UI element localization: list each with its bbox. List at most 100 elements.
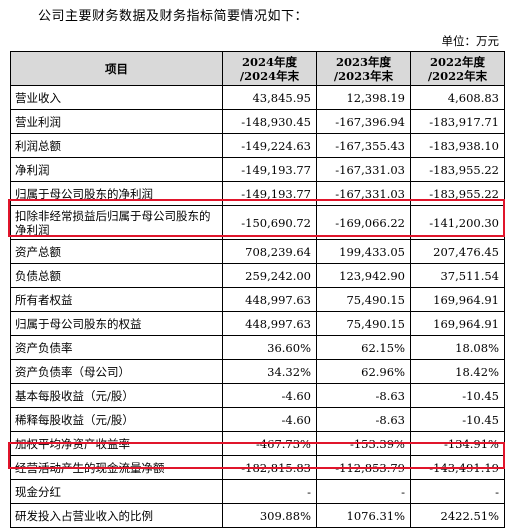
header-item: 项目 <box>10 51 223 86</box>
cell-2023: - <box>316 479 411 504</box>
header-2022-line1: 2022年度 <box>429 54 485 69</box>
header-2023-line1: 2023年度 <box>335 54 391 69</box>
cell-2022: -10.45 <box>410 407 505 432</box>
cell-2023: 75,490.15 <box>316 311 411 336</box>
table-row: 利润总额 -149,224.63 -167,355.43 -183,938.10 <box>10 133 505 158</box>
table-row: 基本每股收益（元/股） -4.60 -8.63 -10.45 <box>10 383 505 408</box>
header-2024-line1: 2024年度 <box>241 54 297 69</box>
row-label: 基本每股收益（元/股） <box>10 383 223 408</box>
table-row: 扣除非经常损益后归属于母公司股东的净利润 -150,690.72 -169,066.… <box>10 205 505 240</box>
table-row: 加权平均净资产收益率 -467.73% -153.39% -134.91% <box>10 431 505 456</box>
cell-2022: 18.08% <box>410 335 505 360</box>
table-row: 经营活动产生的现金流量净额 -182,815.83 -112,853.79 -143,… <box>10 455 505 480</box>
row-label: 研发投入占营业收入的比例 <box>10 503 223 528</box>
cell-2024: -150,690.72 <box>222 205 317 240</box>
cell-2022: 207,476.45 <box>410 239 505 264</box>
table-header-row: 项目 2024年度 /2024年末 2023年度 /2023年末 2022年度 … <box>10 51 505 86</box>
cell-2024: 36.60% <box>222 335 317 360</box>
table-row: 营业收入 43,845.95 12,398.19 4,608.83 <box>10 85 505 110</box>
cell-2023: 123,942.90 <box>316 263 411 288</box>
cell-2023: 1076.31% <box>316 503 411 528</box>
row-label: 资产负债率（母公司） <box>10 359 223 384</box>
cell-2022: 37,511.54 <box>410 263 505 288</box>
cell-2024: 259,242.00 <box>222 263 317 288</box>
cell-2024: 309.88% <box>222 503 317 528</box>
cell-2022: 18.42% <box>410 359 505 384</box>
cell-2023: -167,396.94 <box>316 109 411 134</box>
table-row: 营业利润 -148,930.45 -167,396.94 -183,917.71 <box>10 109 505 134</box>
cell-2023: -153.39% <box>316 431 411 456</box>
cell-2022: -143,491.19 <box>410 455 505 480</box>
cell-2024: -149,193.77 <box>222 181 317 206</box>
cell-2024: -4.60 <box>222 407 317 432</box>
cell-2024: -149,224.63 <box>222 133 317 158</box>
table-row: 归属于母公司股东的权益 448,997.63 75,490.15 169,964.91 <box>10 311 505 336</box>
intro-text: 公司主要财务数据及财务指标简要情况如下： <box>38 9 309 24</box>
header-2023-line2: /2023年末 <box>333 68 394 83</box>
table-row: 研发投入占营业收入的比例 309.88% 1076.31% 2422.51% <box>10 503 505 528</box>
header-2022-line2: /2022年末 <box>427 68 488 83</box>
cell-2024: 448,997.63 <box>222 311 317 336</box>
row-label: 经营活动产生的现金流量净额 <box>10 455 223 480</box>
row-label: 资产负债率 <box>10 335 223 360</box>
cell-2023: 62.96% <box>316 359 411 384</box>
table-row: 资产负债率 36.60% 62.15% 18.08% <box>10 335 505 360</box>
cell-2022: -183,917.71 <box>410 109 505 134</box>
row-label: 资产总额 <box>10 239 223 264</box>
cell-2022: 169,964.91 <box>410 287 505 312</box>
cell-2024: - <box>222 479 317 504</box>
cell-2022: -183,955.22 <box>410 181 505 206</box>
cell-2024: 708,239.64 <box>222 239 317 264</box>
cell-2022: 4,608.83 <box>410 85 505 110</box>
row-label: 负债总额 <box>10 263 223 288</box>
cell-2024: -467.73% <box>222 431 317 456</box>
cell-2024: -182,815.83 <box>222 455 317 480</box>
cell-2023: 62.15% <box>316 335 411 360</box>
table-row: 稀释每股收益（元/股） -4.60 -8.63 -10.45 <box>10 407 505 432</box>
cell-2023: -8.63 <box>316 383 411 408</box>
cell-2024: 34.32% <box>222 359 317 384</box>
header-2023: 2023年度 /2023年末 <box>316 51 411 86</box>
cell-2022: -10.45 <box>410 383 505 408</box>
cell-2024: -4.60 <box>222 383 317 408</box>
cell-2023: 12,398.19 <box>316 85 411 110</box>
row-label: 归属于母公司股东的净利润 <box>10 181 223 206</box>
row-label: 现金分红 <box>10 479 223 504</box>
cell-2022: -134.91% <box>410 431 505 456</box>
header-2024: 2024年度 /2024年末 <box>222 51 317 86</box>
row-label: 所有者权益 <box>10 287 223 312</box>
row-label: 扣除非经常损益后归属于母公司股东的净利润 <box>10 205 223 240</box>
cell-2023: -169,066.22 <box>316 205 411 240</box>
table-row: 负债总额 259,242.00 123,942.90 37,511.54 <box>10 263 505 288</box>
row-label: 归属于母公司股东的权益 <box>10 311 223 336</box>
cell-2024: 448,997.63 <box>222 287 317 312</box>
header-2022: 2022年度 /2022年末 <box>410 51 505 86</box>
table-row: 净利润 -149,193.77 -167,331.03 -183,955.22 <box>10 157 505 182</box>
row-label: 稀释每股收益（元/股） <box>10 407 223 432</box>
table-row: 资产负债率（母公司） 34.32% 62.96% 18.42% <box>10 359 505 384</box>
row-label: 加权平均净资产收益率 <box>10 431 223 456</box>
cell-2024: -149,193.77 <box>222 157 317 182</box>
unit-label: 单位：万元 <box>441 34 500 48</box>
financial-table: 项目 2024年度 /2024年末 2023年度 /2023年末 2022年度 … <box>10 51 505 528</box>
cell-2022: 2422.51% <box>410 503 505 528</box>
cell-2022: -141,200.30 <box>410 205 505 240</box>
cell-2024: -148,930.45 <box>222 109 317 134</box>
row-label: 利润总额 <box>10 133 223 158</box>
cell-2023: -167,331.03 <box>316 157 411 182</box>
row-label: 净利润 <box>10 157 223 182</box>
table-row: 现金分红 - - - <box>10 479 505 504</box>
cell-2022: -183,955.22 <box>410 157 505 182</box>
cell-2023: -8.63 <box>316 407 411 432</box>
table-row: 资产总额 708,239.64 199,433.05 207,476.45 <box>10 239 505 264</box>
cell-2022: 169,964.91 <box>410 311 505 336</box>
cell-2023: -167,331.03 <box>316 181 411 206</box>
cell-2023: -167,355.43 <box>316 133 411 158</box>
row-label: 营业收入 <box>10 85 223 110</box>
header-2024-line2: /2024年末 <box>239 68 300 83</box>
table-row: 所有者权益 448,997.63 75,490.15 169,964.91 <box>10 287 505 312</box>
cell-2024: 43,845.95 <box>222 85 317 110</box>
table-row: 归属于母公司股东的净利润 -149,193.77 -167,331.03 -183,9… <box>10 181 505 206</box>
cell-2023: 199,433.05 <box>316 239 411 264</box>
cell-2023: 75,490.15 <box>316 287 411 312</box>
